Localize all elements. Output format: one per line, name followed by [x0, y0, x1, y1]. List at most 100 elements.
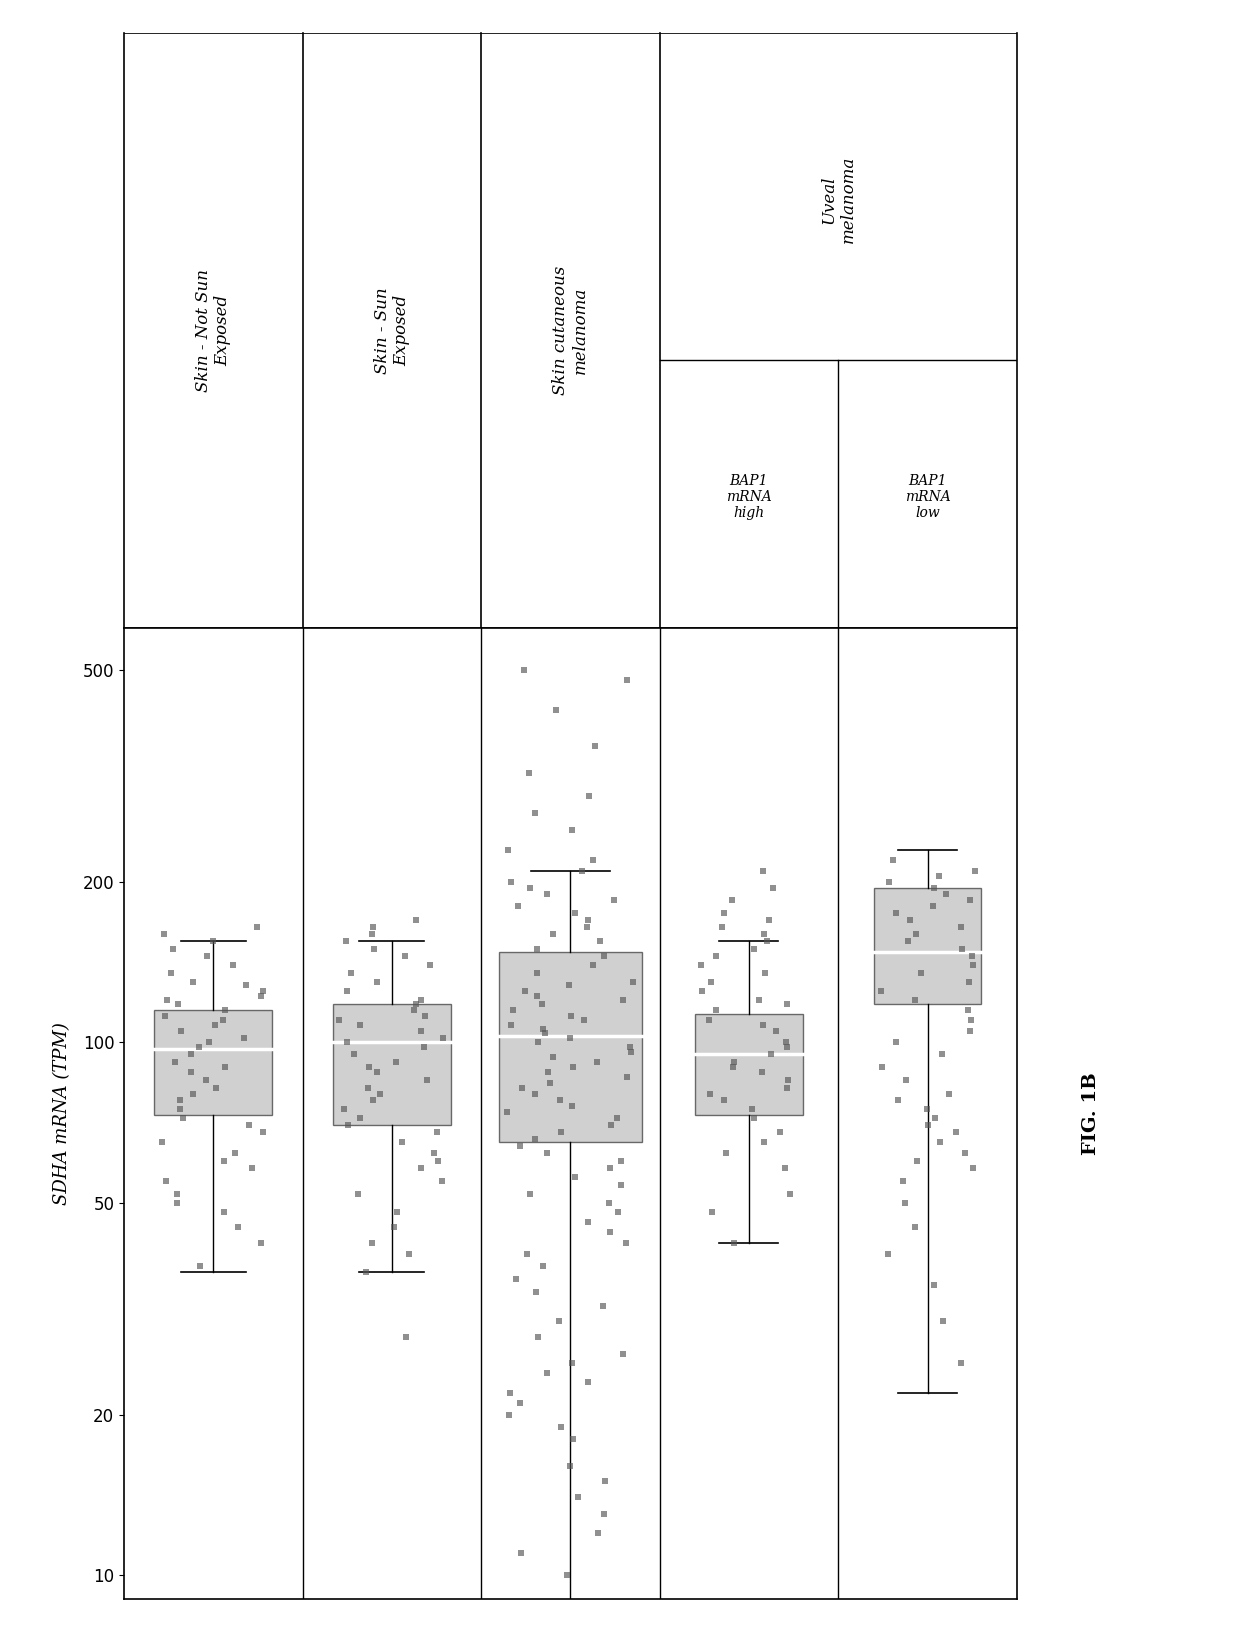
Point [699, 1007, 719, 1033]
Point [196, 1067, 216, 1093]
Point [777, 1067, 797, 1093]
Point [600, 1155, 620, 1182]
Point [754, 858, 774, 885]
Point [515, 978, 534, 1004]
Point [334, 1097, 353, 1123]
Point [701, 969, 720, 996]
Point [365, 935, 384, 961]
Point [957, 997, 977, 1023]
Point [587, 1049, 606, 1075]
Point [228, 1214, 248, 1240]
Point [900, 907, 920, 934]
Point [776, 1030, 796, 1056]
Point [754, 1129, 774, 1155]
Point [872, 1054, 892, 1080]
Point [723, 1054, 743, 1080]
Point [350, 1012, 370, 1038]
Point [563, 1426, 583, 1452]
Point [520, 875, 539, 901]
Point [357, 1075, 377, 1102]
Point [620, 1035, 640, 1061]
Point [960, 1018, 980, 1044]
Point [247, 914, 267, 940]
Point [713, 914, 733, 940]
Point [599, 1190, 619, 1216]
Point [197, 943, 217, 969]
Point [777, 1035, 797, 1061]
Point [883, 847, 903, 873]
Point [702, 1200, 722, 1226]
Point [501, 1012, 521, 1038]
Point [543, 1044, 563, 1071]
Point [155, 1004, 175, 1030]
Point [604, 888, 624, 914]
Point [498, 837, 518, 863]
Point [198, 1030, 218, 1056]
Point [508, 893, 528, 919]
Point [206, 1075, 226, 1102]
Point [399, 1242, 419, 1268]
Bar [154, 1010, 273, 1115]
Point [167, 1190, 187, 1216]
Point [170, 1097, 190, 1123]
Point [753, 1012, 773, 1038]
Point [960, 888, 980, 914]
Point [350, 1105, 370, 1131]
Point [963, 1155, 983, 1182]
Point [611, 1147, 631, 1173]
Point [714, 1087, 734, 1113]
Point [549, 1087, 569, 1113]
Point [870, 978, 890, 1004]
Point [583, 951, 603, 978]
Point [878, 1242, 898, 1268]
Point [538, 1059, 558, 1085]
Point [754, 920, 774, 947]
Point [887, 1030, 906, 1056]
Point [518, 761, 538, 787]
Point [397, 1324, 417, 1350]
Point [939, 1080, 959, 1106]
Point [908, 1147, 928, 1173]
Point [543, 920, 563, 947]
Point [407, 991, 427, 1017]
Point [724, 1049, 744, 1075]
Point [621, 1040, 641, 1066]
Point [595, 1469, 615, 1495]
Point [549, 1307, 569, 1333]
Point [497, 1098, 517, 1124]
Point [528, 1030, 548, 1056]
Point [761, 1041, 781, 1067]
Point [213, 1007, 233, 1033]
Point [715, 1139, 735, 1165]
Point [551, 1118, 570, 1144]
Point [510, 1390, 529, 1417]
Point [253, 1118, 273, 1144]
Point [777, 991, 797, 1017]
Point [164, 935, 184, 961]
Point [414, 1035, 434, 1061]
Point [916, 1097, 936, 1123]
Point [714, 899, 734, 925]
Point [572, 858, 591, 885]
Point [929, 863, 949, 889]
Point [888, 1087, 908, 1113]
Point [216, 1054, 236, 1080]
Point [578, 1209, 598, 1235]
Point [707, 997, 727, 1023]
Point [959, 969, 978, 996]
Point [559, 1452, 579, 1479]
Point [370, 1080, 389, 1106]
Point [527, 984, 547, 1010]
Point [895, 1190, 915, 1216]
Point [410, 987, 430, 1013]
Point [533, 1253, 553, 1279]
Point [242, 1155, 262, 1182]
Point [427, 1118, 446, 1144]
Point [424, 1139, 444, 1165]
Point [404, 997, 424, 1023]
Point [506, 1266, 526, 1293]
Point [392, 1129, 412, 1155]
Point [236, 973, 255, 999]
Point [367, 1059, 387, 1085]
Point [585, 733, 605, 759]
